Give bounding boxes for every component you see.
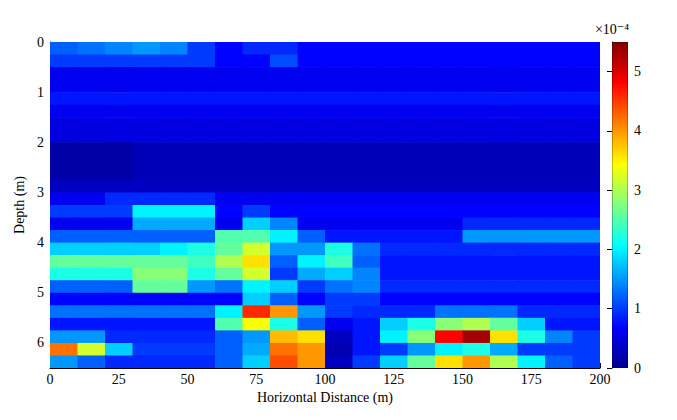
svg-text:175: 175 — [521, 372, 542, 387]
svg-text:0: 0 — [634, 361, 641, 376]
svg-text:3: 3 — [37, 185, 44, 200]
svg-text:5: 5 — [37, 285, 44, 300]
svg-text:3: 3 — [634, 183, 641, 198]
svg-text:4: 4 — [634, 123, 641, 138]
svg-text:100: 100 — [315, 372, 336, 387]
svg-text:0: 0 — [37, 35, 44, 50]
svg-text:75: 75 — [249, 372, 263, 387]
svg-text:1: 1 — [37, 85, 44, 100]
svg-text:2: 2 — [634, 242, 641, 257]
svg-text:5: 5 — [634, 64, 641, 79]
svg-text:150: 150 — [452, 372, 473, 387]
svg-text:6: 6 — [37, 335, 44, 350]
svg-text:Horizontal Distance (m): Horizontal Distance (m) — [257, 390, 393, 406]
svg-text:4: 4 — [37, 235, 44, 250]
svg-text:Depth (m): Depth (m) — [12, 176, 28, 234]
svg-text:1: 1 — [634, 301, 641, 316]
svg-text:2: 2 — [37, 135, 44, 150]
svg-text:125: 125 — [383, 372, 404, 387]
svg-text:0: 0 — [47, 372, 54, 387]
svg-text:×10⁻⁴: ×10⁻⁴ — [595, 22, 629, 37]
svg-text:200: 200 — [590, 372, 611, 387]
svg-text:25: 25 — [112, 372, 126, 387]
svg-text:50: 50 — [181, 372, 195, 387]
